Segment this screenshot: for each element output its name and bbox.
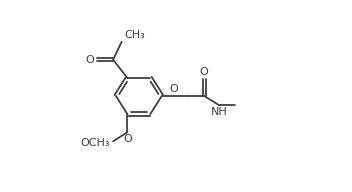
- Text: O: O: [123, 134, 132, 144]
- Text: O: O: [200, 67, 209, 77]
- Text: OCH₃: OCH₃: [81, 138, 110, 148]
- Text: NH: NH: [211, 108, 227, 118]
- Text: O: O: [86, 55, 94, 65]
- Text: CH₃: CH₃: [124, 30, 145, 40]
- Text: O: O: [169, 84, 178, 94]
